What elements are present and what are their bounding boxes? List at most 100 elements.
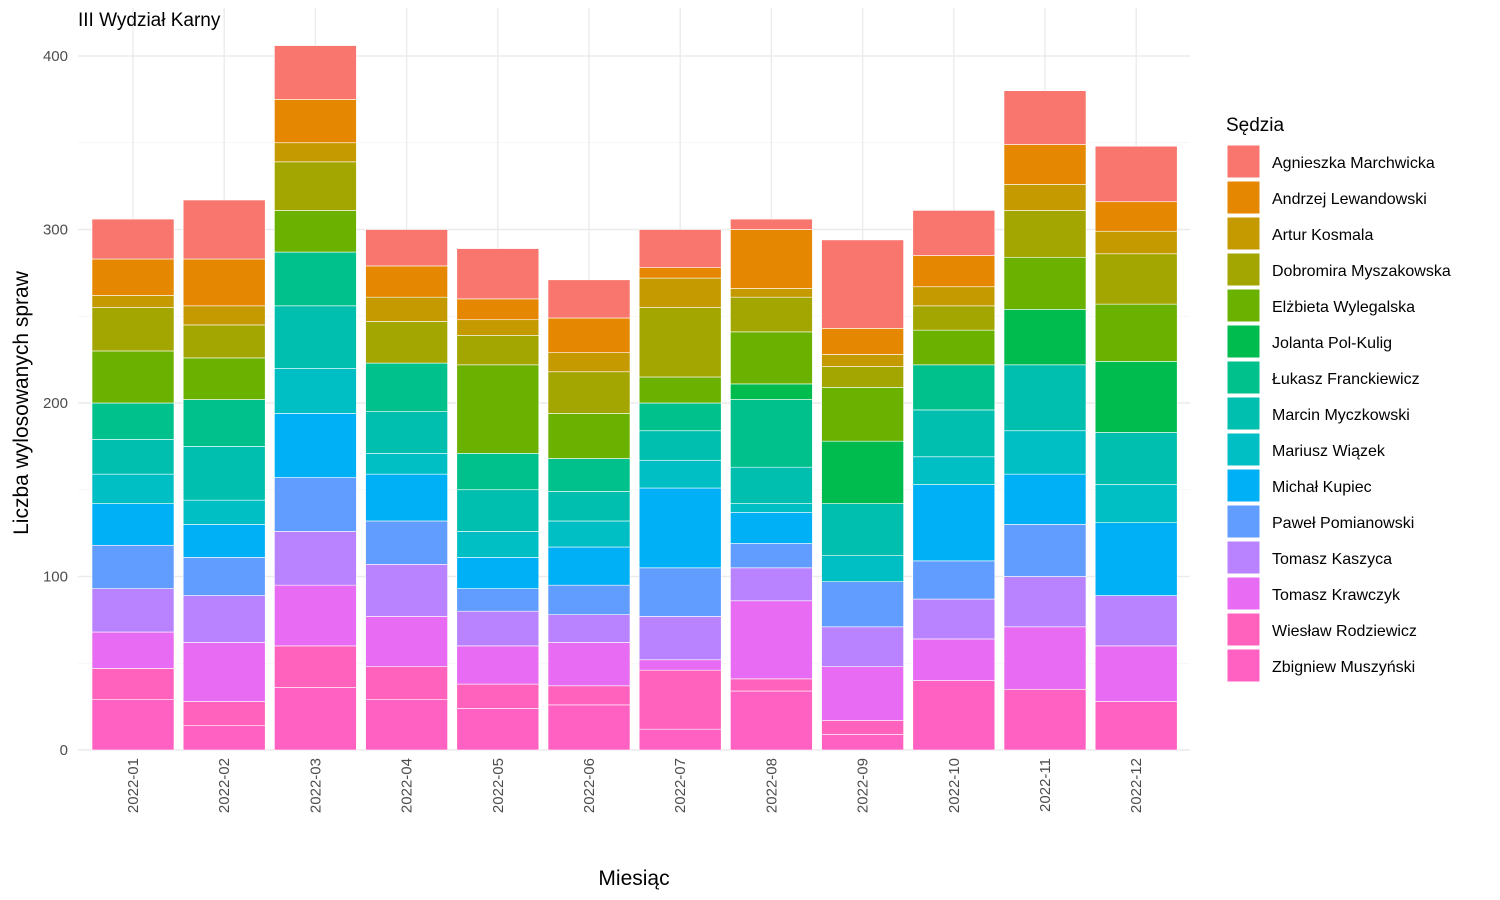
bar-segment — [365, 699, 448, 751]
bar-segment — [730, 503, 813, 513]
bar-segment — [91, 439, 175, 475]
bar-segment — [274, 367, 357, 414]
bar-segment — [274, 161, 357, 211]
bar-segment — [1094, 432, 1178, 485]
legend-swatch — [1226, 396, 1261, 431]
y-tick-label: 300 — [43, 222, 68, 239]
bar-segment — [365, 321, 448, 364]
bar-segment — [547, 584, 631, 615]
y-axis-ticks: 0 100 200 300 400 — [43, 48, 68, 759]
legend-swatch — [1226, 648, 1261, 683]
legend-label: Artur Kosmala — [1272, 227, 1373, 244]
x-tick-label: 2022-10 — [946, 758, 963, 813]
legend-label: Marcin Myczkowski — [1272, 407, 1410, 424]
bar-segment — [182, 557, 266, 596]
bar-segment — [638, 267, 722, 279]
bar-segment — [821, 666, 904, 721]
bar-segment — [91, 473, 175, 504]
bar-segment — [547, 317, 631, 353]
bar-segment — [365, 564, 448, 617]
bar-segment — [638, 307, 722, 378]
bar-segment — [91, 218, 175, 260]
bar-segment — [638, 616, 722, 661]
bar-segment — [456, 610, 540, 647]
bar-segment — [821, 555, 904, 583]
bar-segment — [456, 708, 540, 751]
bar-segment — [1094, 230, 1178, 255]
bar-segment — [182, 324, 266, 359]
bar-segment — [730, 399, 813, 468]
bar-segment — [182, 399, 266, 447]
legend-label: Agnieszka Marchwicka — [1272, 155, 1435, 172]
bar-segment — [821, 626, 904, 668]
bar-segment — [274, 99, 357, 144]
legend-swatch — [1226, 468, 1261, 503]
legend-swatch — [1226, 216, 1261, 251]
bars — [91, 45, 1178, 751]
chart-title: III Wydział Karny — [78, 10, 221, 31]
bar-stack-2022-09 — [821, 239, 904, 751]
bar-segment — [730, 690, 813, 751]
x-tick-label: 2022-06 — [581, 758, 598, 813]
bar-segment — [91, 668, 175, 700]
legend-swatch — [1226, 288, 1261, 323]
bar-segment — [730, 543, 813, 569]
bar-segment — [912, 364, 996, 411]
bar-stack-2022-10 — [912, 210, 996, 751]
x-tick-label: 2022-05 — [490, 758, 507, 813]
bar-segment — [638, 430, 722, 461]
x-axis-ticks: 2022-01 2022-02 2022-03 2022-04 2022-05 2022-… — [125, 758, 1145, 813]
bar-segment — [912, 456, 996, 485]
bar-segment — [547, 546, 631, 586]
bar-segment — [365, 666, 448, 700]
bar-segment — [821, 720, 904, 735]
bar-segment — [547, 371, 631, 414]
bar-segment — [912, 255, 996, 288]
bar-segment — [456, 557, 540, 589]
legend-label: Andrzej Lewandowski — [1272, 191, 1427, 208]
bar-segment — [365, 296, 448, 322]
bar-stack-2022-05 — [456, 248, 540, 751]
bar-segment — [456, 248, 540, 300]
legend-label: Wiesław Rodziewicz — [1272, 623, 1417, 640]
bar-segment — [456, 298, 540, 321]
bar-segment — [547, 279, 631, 319]
bar-segment — [547, 614, 631, 643]
bar-segment — [730, 678, 813, 692]
bar-stack-2022-08 — [730, 218, 813, 751]
legend-swatch — [1226, 324, 1261, 359]
bar-segment — [1094, 201, 1178, 232]
legend-label: Michał Kupiec — [1272, 479, 1372, 496]
legend-label: Tomasz Krawczyk — [1272, 587, 1401, 604]
legend-swatch — [1226, 144, 1261, 179]
legend-label: Elżbieta Wylegalska — [1272, 299, 1415, 316]
bar-segment — [456, 489, 540, 532]
legend: Sędzia Agnieszka Marchwicka Andrzej Lewan… — [1226, 115, 1451, 683]
bar-segment — [638, 277, 722, 308]
bar-segment — [1094, 145, 1178, 203]
bar-segment — [91, 503, 175, 546]
legend-label: Zbigniew Muszyński — [1272, 659, 1415, 676]
bar-segment — [274, 210, 357, 253]
bar-segment — [547, 685, 631, 706]
bar-segment — [1094, 303, 1178, 362]
x-tick-label: 2022-04 — [399, 758, 416, 813]
bar-segment — [638, 229, 722, 268]
bar-segment — [1094, 522, 1178, 596]
bar-segment — [912, 210, 996, 256]
bar-segment — [182, 357, 266, 400]
bar-stack-2022-12 — [1094, 145, 1178, 751]
bar-segment — [730, 218, 813, 230]
y-tick-label: 200 — [43, 395, 68, 412]
legend-title: Sędzia — [1226, 115, 1285, 136]
bar-segment — [91, 258, 175, 296]
bar-segment — [1003, 144, 1087, 185]
bar-segment — [1003, 576, 1087, 628]
bar-segment — [182, 595, 266, 643]
x-tick-label: 2022-09 — [855, 758, 872, 813]
bar-segment — [1003, 364, 1087, 432]
bar-segment — [638, 728, 722, 751]
bar-segment — [912, 409, 996, 458]
y-tick-label: 100 — [43, 569, 68, 586]
